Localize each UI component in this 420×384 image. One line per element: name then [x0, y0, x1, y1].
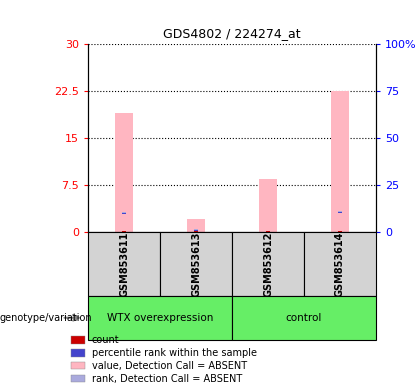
Text: count: count: [92, 335, 120, 345]
Bar: [88, 296, 232, 340]
Bar: [259, 179, 277, 232]
Text: percentile rank within the sample: percentile rank within the sample: [92, 348, 257, 358]
Bar: [71, 362, 85, 369]
Bar: [232, 232, 304, 296]
Bar: [194, 230, 198, 231]
Text: control: control: [286, 313, 322, 323]
Bar: [266, 231, 270, 232]
Bar: [304, 232, 376, 296]
Bar: [160, 232, 232, 296]
Bar: [71, 349, 85, 356]
Bar: [122, 231, 126, 232]
Bar: [266, 221, 270, 222]
Bar: [88, 232, 160, 296]
Text: GSM853613: GSM853613: [191, 231, 201, 297]
Title: GDS4802 / 224274_at: GDS4802 / 224274_at: [163, 27, 301, 40]
Bar: [338, 212, 342, 213]
Text: rank, Detection Call = ABSENT: rank, Detection Call = ABSENT: [92, 374, 242, 384]
Bar: [71, 375, 85, 382]
Text: WTX overexpression: WTX overexpression: [107, 313, 213, 323]
Text: genotype/variation: genotype/variation: [0, 313, 93, 323]
Bar: [194, 231, 198, 232]
Bar: [122, 213, 126, 214]
Bar: [122, 212, 126, 213]
Bar: [71, 336, 85, 344]
Bar: [115, 113, 133, 232]
Text: GSM853614: GSM853614: [335, 231, 345, 297]
Bar: [338, 231, 342, 232]
Text: GSM853612: GSM853612: [263, 231, 273, 297]
Bar: [338, 211, 342, 212]
Text: GSM853611: GSM853611: [119, 231, 129, 297]
Bar: [187, 218, 205, 232]
Text: value, Detection Call = ABSENT: value, Detection Call = ABSENT: [92, 361, 247, 371]
Bar: [331, 91, 349, 232]
Bar: [232, 296, 376, 340]
